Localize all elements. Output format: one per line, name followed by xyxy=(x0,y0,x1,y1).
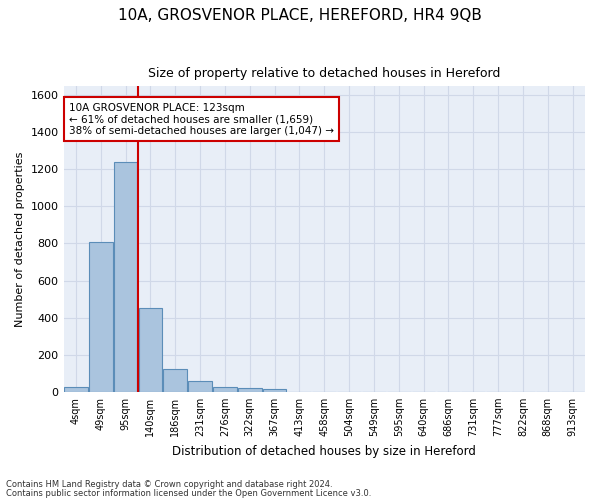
Bar xyxy=(213,387,237,392)
X-axis label: Distribution of detached houses by size in Hereford: Distribution of detached houses by size … xyxy=(172,444,476,458)
Text: Contains public sector information licensed under the Open Government Licence v3: Contains public sector information licen… xyxy=(6,488,371,498)
Y-axis label: Number of detached properties: Number of detached properties xyxy=(15,151,25,326)
Title: Size of property relative to detached houses in Hereford: Size of property relative to detached ho… xyxy=(148,68,500,80)
Bar xyxy=(89,242,113,392)
Bar xyxy=(114,162,137,392)
Bar xyxy=(263,390,286,392)
Bar xyxy=(139,308,162,392)
Bar xyxy=(188,381,212,392)
Bar xyxy=(238,388,262,392)
Bar xyxy=(64,387,88,392)
Text: Contains HM Land Registry data © Crown copyright and database right 2024.: Contains HM Land Registry data © Crown c… xyxy=(6,480,332,489)
Bar xyxy=(163,368,187,392)
Text: 10A GROSVENOR PLACE: 123sqm
← 61% of detached houses are smaller (1,659)
38% of : 10A GROSVENOR PLACE: 123sqm ← 61% of det… xyxy=(69,102,334,136)
Text: 10A, GROSVENOR PLACE, HEREFORD, HR4 9QB: 10A, GROSVENOR PLACE, HEREFORD, HR4 9QB xyxy=(118,8,482,22)
